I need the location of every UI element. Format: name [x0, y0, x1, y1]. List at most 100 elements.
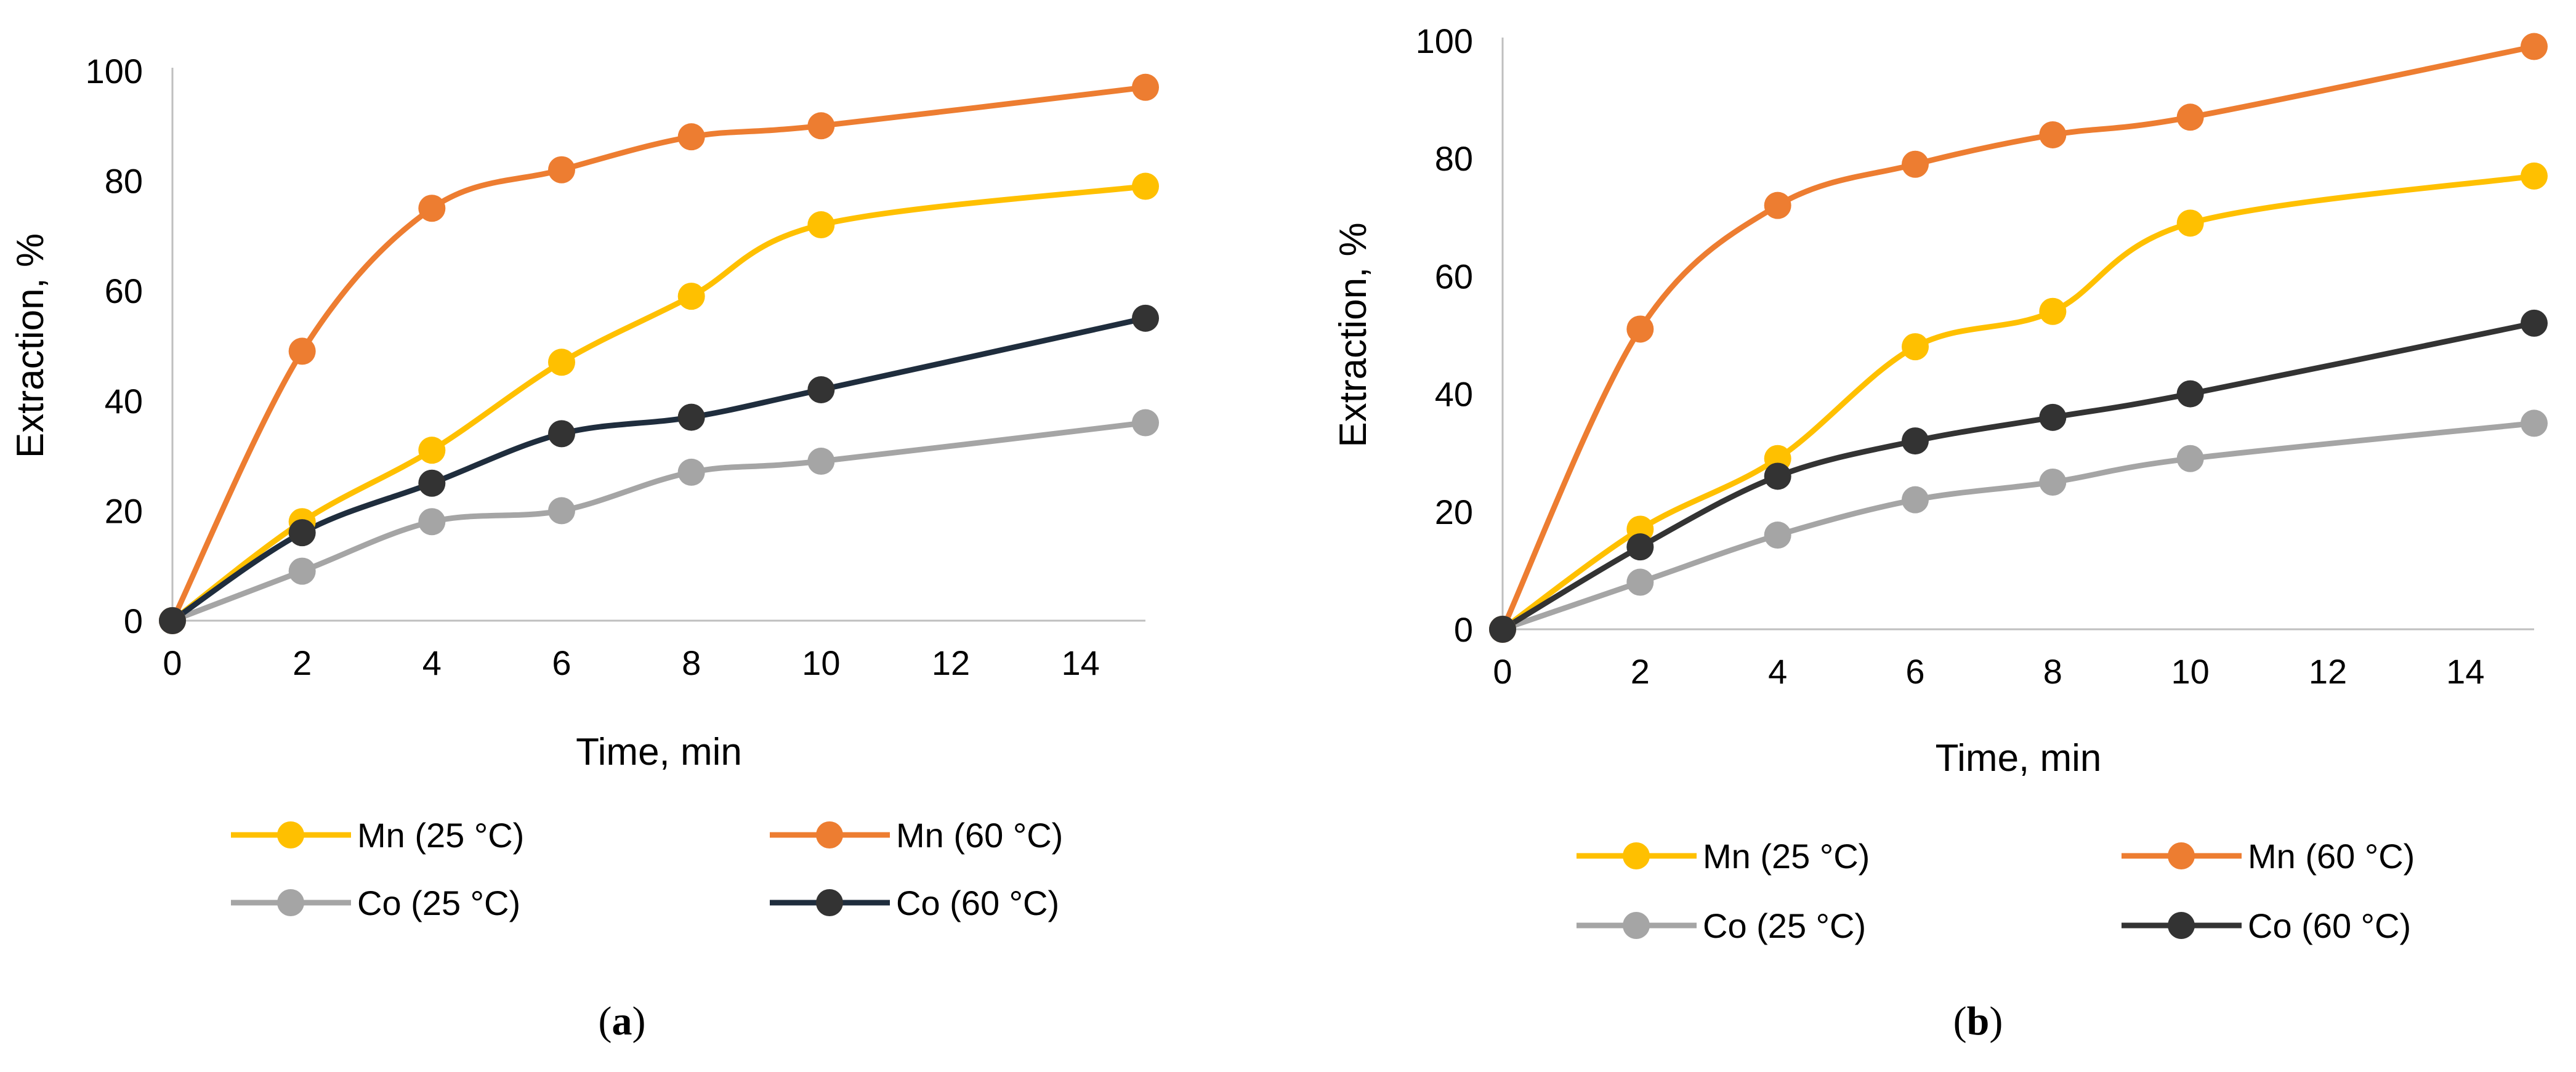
chart-a-x-axis-title: Time, min	[576, 731, 742, 773]
chart-a-caption: (a)	[599, 999, 646, 1044]
chart-a-point-co-25-c	[288, 557, 316, 585]
chart-a-legend-marker	[277, 821, 304, 848]
chart-b-x-tick-label: 10	[2171, 652, 2210, 691]
chart-b-point-co-60-c	[2039, 403, 2067, 431]
chart-a-legend-marker	[816, 821, 843, 848]
chart-a-point-co-60-c	[288, 519, 316, 547]
chart-a-legend-label: Mn (60 °C)	[896, 816, 1063, 855]
chart-b-point-mn-60-c	[1626, 315, 1654, 343]
chart-b-point-mn-60-c	[2039, 121, 2067, 148]
chart-b-x-tick-label: 6	[1905, 652, 1924, 691]
chart-a-x-tick-label: 2	[293, 643, 312, 682]
chart-b-x-tick-label: 8	[2043, 652, 2062, 691]
chart-b-point-mn-60-c	[2521, 33, 2548, 60]
chart-a-y-tick-label: 80	[105, 162, 143, 201]
chart-b-point-mn-60-c	[1764, 191, 1791, 219]
chart-b-legend-item: Co (60 °C)	[2122, 906, 2411, 945]
chart-a-series-line-mn-60-c	[169, 84, 1149, 624]
chart-a-x-tick-label: 4	[422, 643, 442, 682]
chart-b-x-tick-label: 14	[2446, 652, 2484, 691]
chart-a-point-mn-60-c	[677, 123, 705, 151]
chart-b-y-tick-label: 100	[1416, 22, 1473, 60]
chart-b-legend-label: Co (25 °C)	[1703, 906, 1866, 945]
chart-b-x-tick-label: 2	[1631, 652, 1650, 691]
chart-a-point-co-25-c	[418, 508, 446, 536]
chart-b: 0 20 40 60 80 100 0 2 4 6 8 10 12 14 Time, min Extracti…	[1332, 22, 2548, 1044]
chart-a-point-co-60-c	[677, 403, 705, 431]
chart-a-point-mn-60-c	[548, 156, 575, 183]
chart-a-y-tick-label: 0	[124, 602, 143, 640]
chart-b-legend-label: Mn (60 °C)	[2248, 837, 2415, 876]
chart-b-legend-item: Mn (25 °C)	[1577, 837, 1870, 876]
chart-a-x-tick-label: 8	[682, 643, 701, 682]
chart-b-series-line-mn-60-c	[1500, 44, 2537, 632]
chart-a-point-co-25-c	[677, 458, 705, 486]
chart-b-y-tick-label: 80	[1435, 139, 1473, 178]
chart-a-legend-label: Co (25 °C)	[357, 884, 520, 922]
chart-b-legend-item: Mn (60 °C)	[2122, 837, 2415, 876]
chart-b-legend-marker	[2168, 842, 2195, 869]
chart-a-legend-label: Co (60 °C)	[896, 884, 1059, 922]
chart-a-point-mn-25-c	[807, 211, 835, 239]
chart-b-point-co-60-c	[1764, 462, 1791, 490]
chart-b-point-co-60-c	[2176, 380, 2204, 408]
chart-a-point-co-60-c	[418, 469, 446, 497]
chart-b-point-mn-25-c	[2039, 297, 2067, 325]
chart-a-point-mn-60-c	[1132, 73, 1159, 101]
chart-b-legend-marker	[1623, 842, 1650, 869]
chart-a-point-co-60-c	[1132, 304, 1159, 332]
chart-a-point-co-60-c	[159, 607, 186, 634]
chart-a-legend-item: Mn (60 °C)	[770, 816, 1063, 855]
chart-a-point-mn-60-c	[288, 337, 316, 365]
chart-b-point-co-60-c	[1902, 427, 1929, 455]
chart-a-point-mn-25-c	[1132, 172, 1159, 200]
chart-b-point-co-25-c	[1764, 522, 1791, 549]
chart-a-legend-item: Co (60 °C)	[770, 884, 1059, 922]
chart-a-y-tick-label: 20	[105, 491, 143, 530]
chart-b-point-co-60-c	[2521, 309, 2548, 337]
chart-a: 0 20 40 60 80 100 0 2 4 6 8 10 12 14 Time, min Extracti…	[9, 52, 1159, 1044]
chart-a-y-tick-label: 100	[86, 52, 143, 91]
chart-b-y-tick-label: 60	[1435, 257, 1473, 296]
chart-b-y-tick-label: 40	[1435, 375, 1473, 414]
chart-a-point-co-25-c	[807, 448, 835, 475]
chart-a-x-tick-label: 0	[163, 643, 182, 682]
chart-b-series-line-mn-25-c	[1500, 173, 2537, 632]
chart-a-y-tick-label: 60	[105, 272, 143, 310]
chart-b-point-co-25-c	[2039, 469, 2067, 496]
chart-a-point-mn-25-c	[677, 283, 705, 310]
chart-b-x-tick-label: 12	[2309, 652, 2347, 691]
chart-a-legend-item: Co (25 °C)	[231, 884, 520, 922]
chart-b-legend-label: Mn (25 °C)	[1703, 837, 1870, 876]
chart-b-y-tick-label: 0	[1454, 610, 1473, 649]
chart-a-series-line-co-60-c	[169, 315, 1149, 624]
chart-b-legend-item: Co (25 °C)	[1577, 906, 1866, 945]
chart-a-point-mn-60-c	[418, 195, 446, 222]
chart-a-x-tick-label: 12	[932, 643, 970, 682]
chart-b-point-mn-25-c	[2521, 162, 2548, 190]
chart-b-x-axis-title: Time, min	[1936, 737, 2102, 780]
chart-a-y-axis-title: Extraction, %	[9, 233, 52, 458]
chart-a-x-tick-label: 6	[552, 643, 571, 682]
chart-b-legend-marker	[1623, 912, 1650, 939]
chart-a-point-co-25-c	[1132, 409, 1159, 437]
chart-a-point-mn-60-c	[807, 112, 835, 140]
chart-a-x-tick-label: 10	[802, 643, 840, 682]
chart-b-point-co-60-c	[1626, 533, 1654, 561]
chart-b-y-axis-title: Extraction, %	[1332, 222, 1375, 447]
chart-b-point-mn-25-c	[1902, 333, 1929, 361]
chart-a-series-line-mn-25-c	[169, 183, 1149, 624]
chart-a-point-mn-25-c	[418, 437, 446, 464]
chart-b-point-co-60-c	[1489, 616, 1516, 643]
chart-b-x-tick-label: 4	[1768, 652, 1787, 691]
chart-b-point-co-25-c	[1626, 568, 1654, 596]
chart-a-legend-marker	[816, 889, 843, 916]
chart-a-point-co-25-c	[548, 497, 575, 525]
chart-b-point-mn-25-c	[2176, 209, 2204, 237]
chart-a-point-co-60-c	[807, 376, 835, 403]
chart-a-y-tick-label: 40	[105, 382, 143, 421]
chart-a-x-tick-label: 14	[1062, 643, 1100, 682]
chart-b-point-co-25-c	[2176, 445, 2204, 472]
chart-b-caption: (b)	[1953, 999, 2003, 1044]
